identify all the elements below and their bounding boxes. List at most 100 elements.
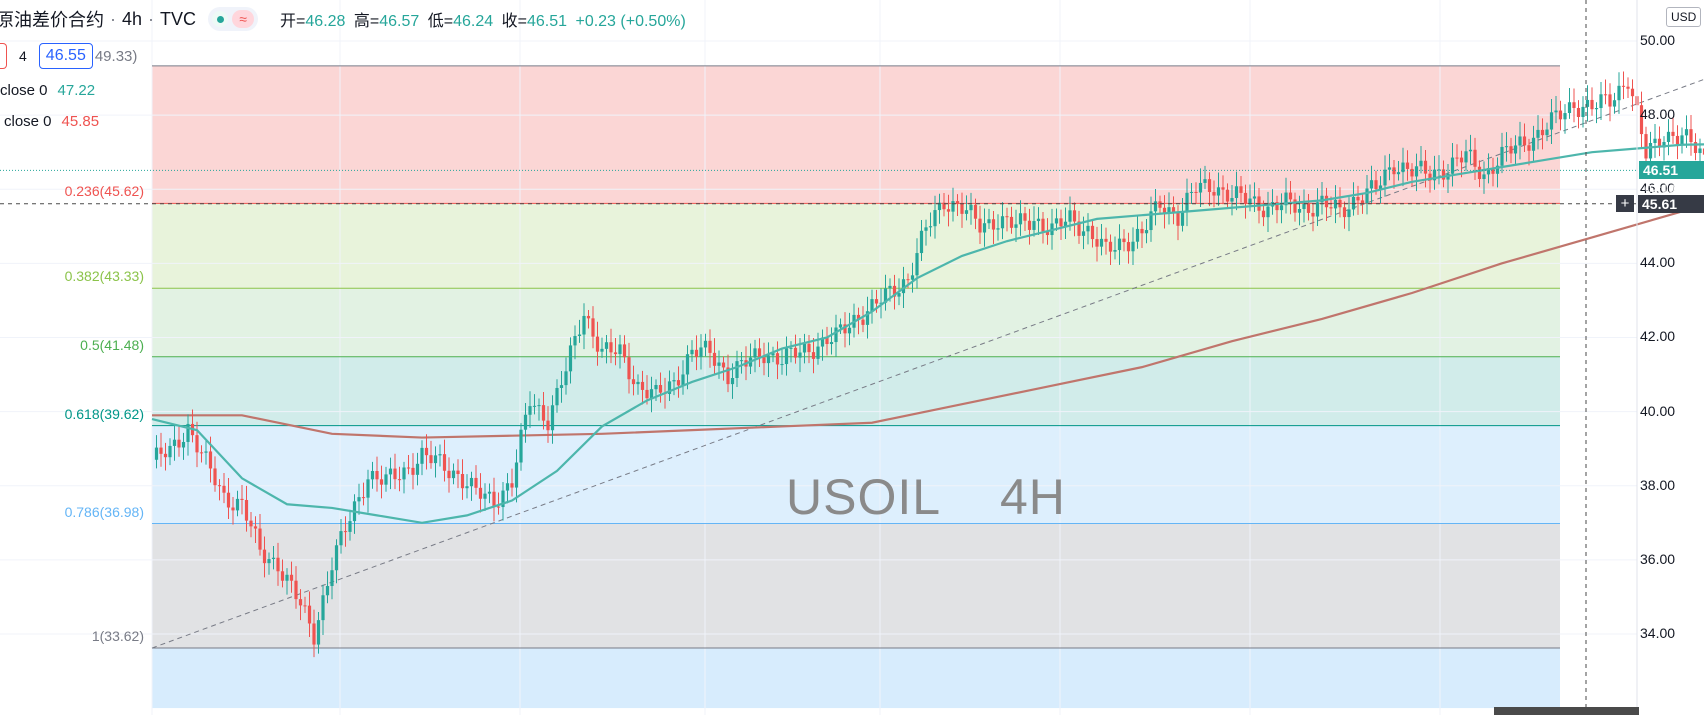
ma-fast-legend[interactable]: close 0 47.22 xyxy=(0,82,95,99)
candle-body xyxy=(856,314,861,320)
candle-body xyxy=(154,447,159,460)
candle-body xyxy=(1180,211,1185,226)
candle-body xyxy=(1275,202,1279,211)
candle-body xyxy=(658,385,663,393)
ohlc-values: 开=46.28 高=46.57 低=46.24 收=46.51 +0.23 (+… xyxy=(280,7,690,31)
candle-body xyxy=(771,353,775,356)
indicator-input[interactable]: 46.55 xyxy=(38,43,93,69)
scroll-handle xyxy=(1494,707,1639,715)
candle-body xyxy=(1617,85,1621,101)
candle-body xyxy=(888,285,892,289)
candle-body xyxy=(406,467,411,469)
candle-body xyxy=(294,580,298,600)
fib-label: 0.786(36.98) xyxy=(64,503,144,520)
candle-body xyxy=(1581,106,1585,117)
currency-button[interactable]: USD xyxy=(1666,7,1702,27)
candle-body xyxy=(1000,216,1005,229)
fib-zones xyxy=(152,65,1560,709)
candle-body xyxy=(402,467,406,480)
candle-body xyxy=(1423,160,1428,174)
candle-body xyxy=(1396,172,1401,175)
candle-body xyxy=(1189,191,1194,193)
candle-body xyxy=(172,439,177,446)
candle-body xyxy=(375,470,379,480)
candle-body xyxy=(730,378,735,385)
candle-body xyxy=(780,364,784,366)
candle-body xyxy=(1567,102,1572,114)
candle-body xyxy=(469,477,474,487)
candle-body xyxy=(1468,149,1473,152)
candle-body xyxy=(1266,206,1270,218)
candle-body xyxy=(1482,174,1486,180)
candle-body xyxy=(960,204,964,214)
candle-body xyxy=(1455,157,1459,159)
candle-body xyxy=(1113,250,1117,252)
candle-body xyxy=(843,324,847,334)
fib-zone xyxy=(152,523,1560,649)
candle-body xyxy=(1329,207,1333,209)
candle-body xyxy=(1171,207,1176,214)
candle-body xyxy=(1405,162,1410,169)
candle-body xyxy=(946,209,951,212)
candle-body xyxy=(307,605,312,624)
source-label[interactable]: TVC xyxy=(160,8,197,29)
candle-body xyxy=(370,470,375,480)
candle-body xyxy=(474,477,478,488)
candle-body xyxy=(1387,167,1392,170)
candle-body xyxy=(1464,151,1468,163)
candle-body xyxy=(1126,242,1131,252)
indicator-value: 49.33) xyxy=(94,47,138,65)
bar-countdown: 02:10:28 xyxy=(1645,182,1692,196)
candle-body xyxy=(1653,138,1657,143)
candle-body xyxy=(339,531,343,546)
price-tick-label: 36.00 xyxy=(1640,550,1676,567)
candle-body xyxy=(1063,221,1068,227)
ma-fast-line xyxy=(151,143,1704,524)
add-alert-icon[interactable]: + xyxy=(1616,195,1634,212)
open-label: 开= xyxy=(280,13,306,30)
candle-body xyxy=(595,336,600,352)
candle-body xyxy=(798,352,802,358)
separator: · xyxy=(148,8,155,29)
market-status-badge[interactable]: ≈ xyxy=(208,7,259,31)
ma-slow-legend[interactable]: close 0 45.85 xyxy=(4,113,99,130)
interval-label[interactable]: 4h xyxy=(122,8,143,29)
candle-body xyxy=(1311,212,1315,217)
candle-body xyxy=(1041,218,1045,232)
candle-body xyxy=(604,342,609,349)
candle-body xyxy=(874,299,879,304)
candle-body xyxy=(1072,210,1077,222)
candle-body xyxy=(618,344,622,355)
candle-body xyxy=(222,485,226,493)
candle-body xyxy=(343,531,348,533)
candle-body xyxy=(267,559,271,564)
candle-body xyxy=(1131,241,1135,252)
candle-body xyxy=(487,491,492,494)
wave-icon: ≈ xyxy=(232,10,255,28)
candle-body xyxy=(1279,205,1284,211)
candle-body xyxy=(1081,231,1086,236)
candle-body xyxy=(712,352,717,366)
candle-body xyxy=(1639,105,1644,135)
candle-body xyxy=(1324,195,1329,208)
candle-body xyxy=(168,445,172,458)
candle-body xyxy=(1473,149,1477,167)
fib-label: 0.618(39.62) xyxy=(64,405,144,422)
candle-body xyxy=(1140,228,1144,234)
candle-body xyxy=(1068,210,1072,222)
candle-body xyxy=(564,371,568,386)
candle-body xyxy=(204,451,208,453)
candle-body xyxy=(1122,238,1126,243)
candle-body xyxy=(1374,180,1378,190)
candle-body xyxy=(1315,202,1320,217)
candle-body xyxy=(555,387,559,406)
indicator-color-box[interactable] xyxy=(0,43,7,69)
candle-body xyxy=(681,374,685,386)
high-value: 46.57 xyxy=(379,13,420,30)
candle-body xyxy=(901,279,906,294)
candle-body xyxy=(1333,199,1338,209)
candle-body xyxy=(213,468,217,486)
candle-body xyxy=(1459,157,1464,163)
symbol-name[interactable]: 原油差价合约 xyxy=(0,10,104,30)
